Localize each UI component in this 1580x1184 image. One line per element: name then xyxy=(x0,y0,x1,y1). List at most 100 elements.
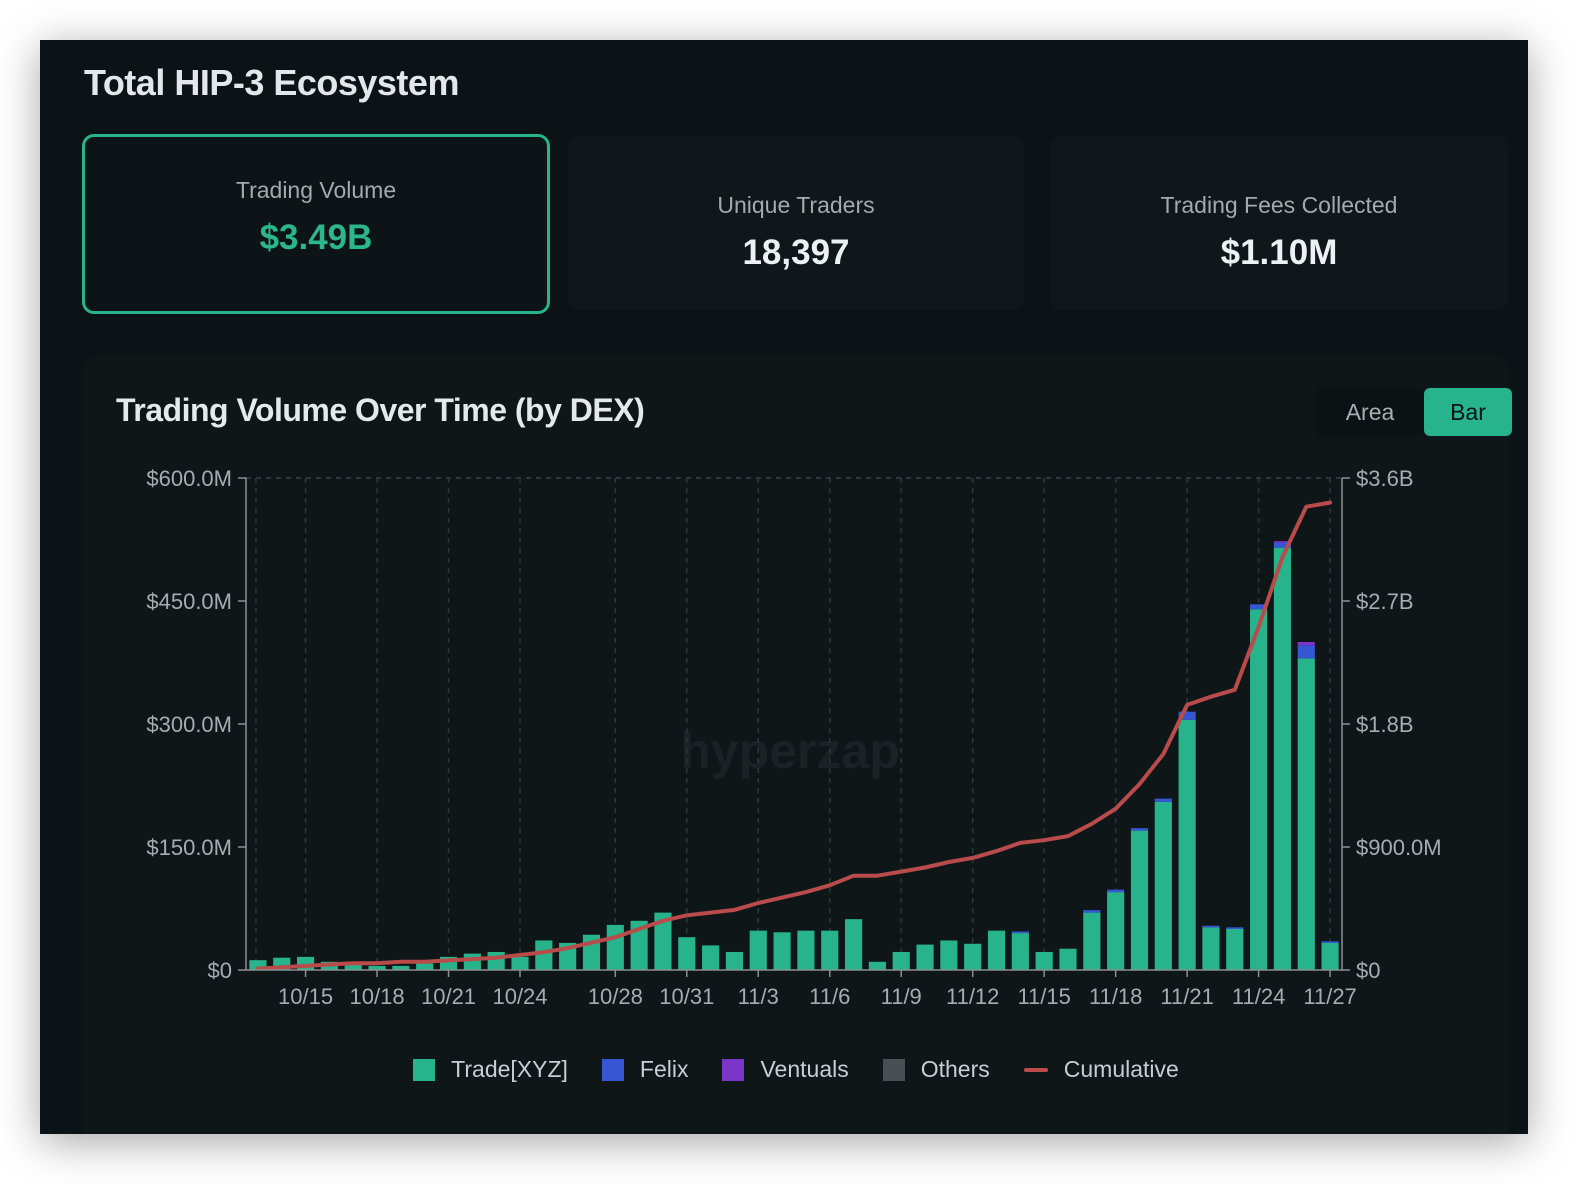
bar-tradexyz xyxy=(964,943,982,970)
legend-item-cumulative[interactable]: Cumulative xyxy=(1023,1056,1179,1083)
stat-value: 18,397 xyxy=(742,233,850,272)
y-left-tick-label: $600.0M xyxy=(146,466,232,491)
bar-felix xyxy=(1154,798,1172,802)
x-tick-label: 10/28 xyxy=(588,984,643,1009)
stat-card-unique-traders[interactable]: Unique Traders 18,397 xyxy=(568,136,1024,310)
bar-tradexyz xyxy=(368,965,386,970)
bar-tradexyz xyxy=(1107,892,1125,970)
x-tick-label: 11/15 xyxy=(1017,984,1070,1009)
bar-tradexyz xyxy=(821,930,839,970)
x-tick-label: 11/24 xyxy=(1232,984,1285,1009)
volume-chart: hyperzap 10/15 10/18 10/21 10/24 10/28 10/31 1… xyxy=(146,466,1442,1009)
chart-legend: Trade[XYZ] Felix Ventuals Others Cumulat… xyxy=(84,1056,1508,1083)
x-tick-label: 11/21 xyxy=(1160,984,1213,1009)
legend-item-felix[interactable]: Felix xyxy=(601,1056,689,1083)
legend-swatch xyxy=(413,1058,436,1081)
legend-label: Felix xyxy=(639,1056,689,1082)
bar-tradexyz xyxy=(1250,609,1268,970)
stat-label: Unique Traders xyxy=(717,192,875,218)
legend-item-trade-xyz[interactable]: Trade[XYZ] xyxy=(413,1056,568,1083)
bar-tradexyz xyxy=(678,937,696,970)
bar-tradexyz xyxy=(416,963,434,970)
legend-label: Cumulative xyxy=(1063,1056,1179,1082)
bar-tradexyz xyxy=(892,951,910,970)
bar-tradexyz xyxy=(987,930,1006,970)
bar-tradexyz xyxy=(654,912,672,970)
bar-tradexyz xyxy=(249,960,267,970)
bar-felix xyxy=(1130,828,1149,831)
bar-tradexyz xyxy=(463,953,481,970)
y-right-tick-label: $0 xyxy=(1356,958,1380,983)
bar-tradexyz xyxy=(702,945,720,970)
x-tick-label: 10/15 xyxy=(278,984,333,1009)
bar-tradexyz xyxy=(344,961,362,970)
chart-title: Trading Volume Over Time (by DEX) xyxy=(116,392,645,428)
stat-card-trading-volume[interactable]: Trading Volume $3.49B xyxy=(82,134,550,314)
bar-tradexyz xyxy=(1297,658,1315,970)
stat-label: Trading Fees Collected xyxy=(1160,192,1398,218)
bar-toggle-button[interactable]: Bar xyxy=(1424,388,1512,436)
legend-item-others[interactable]: Others xyxy=(882,1056,990,1083)
stat-card-trading-fees[interactable]: Trading Fees Collected $1.10M xyxy=(1050,136,1508,310)
bar-ventuals xyxy=(1297,642,1315,646)
bar-tradexyz xyxy=(487,951,505,970)
bar-tradexyz xyxy=(511,956,529,970)
legend-label: Others xyxy=(920,1056,990,1082)
bar-tradexyz xyxy=(535,940,553,970)
bar-tradexyz xyxy=(1011,933,1029,970)
bar-tradexyz xyxy=(1202,927,1220,970)
legend-swatch xyxy=(601,1058,624,1081)
y-right-tick-label: $3.6B xyxy=(1356,466,1414,491)
chart-panel: Trading Volume Over Time (by DEX) Area B… xyxy=(84,356,1512,1134)
x-tick-label: 10/21 xyxy=(421,984,476,1009)
x-tick-label: 11/12 xyxy=(946,984,999,1009)
bar-tradexyz xyxy=(797,930,815,970)
x-tick-label: 11/9 xyxy=(881,984,922,1009)
y-right-tick-label: $900.0M xyxy=(1356,835,1442,860)
area-toggle-button[interactable]: Area xyxy=(1316,388,1424,436)
bar-felix xyxy=(1297,645,1315,659)
bar-felix xyxy=(1250,604,1268,610)
bar-tradexyz xyxy=(392,965,410,970)
y-right-tick-label: $2.7B xyxy=(1356,589,1414,614)
bar-tradexyz xyxy=(1273,547,1292,970)
legend-swatch xyxy=(1023,1067,1048,1072)
bar-tradexyz xyxy=(1059,948,1077,970)
x-tick-label: 11/3 xyxy=(738,984,779,1009)
page-title: Total HIP-3 Ecosystem xyxy=(84,62,459,103)
x-tick-label: 10/24 xyxy=(492,984,547,1009)
bar-tradexyz xyxy=(844,919,863,970)
y-left-tick-label: $450.0M xyxy=(146,589,232,614)
stat-value: $1.10M xyxy=(1220,233,1338,272)
y-left-tick-label: $300.0M xyxy=(146,712,232,737)
stat-label: Trading Volume xyxy=(235,177,397,203)
x-tick-label: 11/18 xyxy=(1089,984,1142,1009)
bar-tradexyz xyxy=(749,930,767,970)
chart-type-toggle: Area Bar xyxy=(1316,388,1512,436)
x-tick-label: 11/27 xyxy=(1303,984,1356,1009)
bar-tradexyz xyxy=(1178,719,1196,970)
bar-tradexyz xyxy=(1035,951,1053,970)
bar-tradexyz xyxy=(606,924,624,970)
legend-item-ventuals[interactable]: Ventuals xyxy=(722,1056,849,1083)
bar-tradexyz xyxy=(940,940,958,970)
y-left-tick-label: $150.0M xyxy=(146,835,232,860)
y-right-tick-label: $1.8B xyxy=(1356,712,1414,737)
bar-felix xyxy=(1202,925,1220,928)
bar-tradexyz xyxy=(868,961,886,970)
bar-felix xyxy=(1273,542,1292,548)
bar-felix xyxy=(1107,889,1125,893)
bar-felix xyxy=(1083,910,1101,913)
bar-tradexyz xyxy=(773,932,791,970)
bar-tradexyz xyxy=(1154,801,1172,970)
stat-value: $3.49B xyxy=(259,218,373,257)
y-left-tick-label: $0 xyxy=(208,958,232,983)
bar-felix xyxy=(1178,711,1196,720)
bar-tradexyz xyxy=(1083,912,1101,970)
x-tick-label: 11/6 xyxy=(809,984,850,1009)
legend-label: Ventuals xyxy=(760,1056,849,1082)
x-tick-label: 10/18 xyxy=(350,984,405,1009)
bar-felix xyxy=(1011,931,1029,934)
bar-felix xyxy=(1321,941,1339,943)
legend-label: Trade[XYZ] xyxy=(451,1056,568,1082)
